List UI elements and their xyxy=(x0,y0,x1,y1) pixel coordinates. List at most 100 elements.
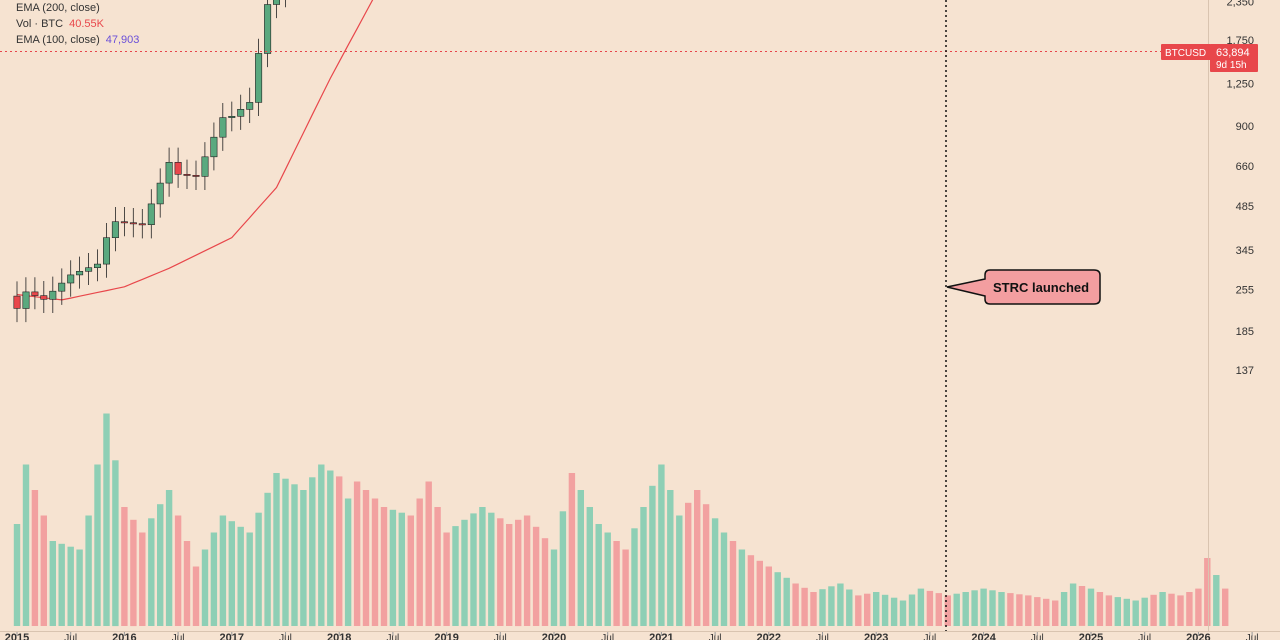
volume-bar xyxy=(291,484,298,626)
volume-bar xyxy=(103,413,110,626)
volume-bar xyxy=(837,583,844,626)
volume-bar xyxy=(738,549,746,626)
volume-bar xyxy=(461,519,468,627)
price-tick-label: 255 xyxy=(1236,284,1254,296)
volume-bar xyxy=(174,515,182,626)
candle-body xyxy=(183,174,191,176)
volume-bar xyxy=(228,521,235,626)
time-tick-label: Jul xyxy=(64,633,77,640)
volume-bar xyxy=(398,512,405,626)
price-tick-label: 485 xyxy=(1236,201,1254,213)
price-tick-label: 660 xyxy=(1236,161,1254,173)
time-tick-label: Jul xyxy=(709,633,722,640)
candle-body xyxy=(94,263,102,269)
volume-bar xyxy=(183,541,191,626)
volume-bar xyxy=(362,490,370,626)
volume-bar xyxy=(550,549,558,626)
volume-bar xyxy=(595,524,602,626)
volume-bar xyxy=(631,528,638,627)
candle-body xyxy=(58,282,66,292)
volume-bar xyxy=(380,507,388,626)
volume-bar xyxy=(425,481,432,626)
volume-bar xyxy=(58,543,65,626)
volume-bar xyxy=(873,592,880,626)
volume-bar xyxy=(148,518,155,626)
time-tick-label: 2026 xyxy=(1186,632,1210,640)
volume-bar xyxy=(112,460,119,627)
volume-bar xyxy=(559,511,567,627)
candle-body xyxy=(219,117,227,138)
volume-bar xyxy=(1186,592,1193,626)
price-tick-label: 345 xyxy=(1236,245,1254,257)
legend-ema200[interactable]: EMA (200, close) xyxy=(16,0,139,16)
volume-bar xyxy=(694,490,701,626)
volume-bar xyxy=(282,478,289,626)
time-axis[interactable]: 2015 Jul 2016 Jul 2017 Jul 2018 Jul 2019 Jul 2020 J… xyxy=(5,632,1280,640)
volume-bar xyxy=(819,589,826,626)
volume-bar xyxy=(729,541,737,626)
volume-bars xyxy=(13,413,1229,627)
volume-bar xyxy=(989,590,996,626)
time-tick-label: 2019 xyxy=(434,632,458,640)
volume-bar xyxy=(577,490,584,626)
legend-ema100[interactable]: EMA (100, close) 47,903 xyxy=(16,32,139,48)
volume-bar xyxy=(604,532,611,626)
volume-bar xyxy=(1204,558,1211,626)
bar-countdown: 9d 15h xyxy=(1216,60,1247,71)
volume-bar xyxy=(353,481,361,626)
candle-body xyxy=(228,116,236,118)
volume-bar xyxy=(881,594,889,626)
price-tag xyxy=(1210,44,1258,72)
volume-bar xyxy=(139,532,146,626)
volume-bar xyxy=(479,507,486,626)
volume-bar xyxy=(443,532,450,626)
price-axis[interactable]: 90,00063,00046,00034,00024,00017,00012,0… xyxy=(1220,0,1254,377)
volume-bar xyxy=(523,515,531,626)
legend-ema200-label: EMA (200, close) xyxy=(16,2,100,14)
volume-bar xyxy=(1016,594,1023,626)
volume-bar xyxy=(416,498,423,626)
candle-body xyxy=(31,291,39,296)
candle-body xyxy=(147,203,155,225)
volume-bar xyxy=(828,586,835,626)
ema200-line xyxy=(16,0,374,301)
candle-body xyxy=(201,156,209,177)
volume-bar xyxy=(506,524,513,626)
volume-bar xyxy=(49,541,56,626)
volume-bar xyxy=(121,507,128,626)
candle-body xyxy=(129,222,137,225)
time-tick-label: Jul xyxy=(816,633,829,640)
volume-bar xyxy=(246,532,253,626)
volume-bar xyxy=(452,526,459,626)
candle-body xyxy=(237,109,245,117)
volume-bar xyxy=(953,593,960,626)
time-tick-label: 2021 xyxy=(649,632,673,640)
volume-bar xyxy=(1043,598,1050,626)
symbol-badge xyxy=(1161,44,1211,60)
volume-bar xyxy=(371,498,379,626)
candle-body xyxy=(165,162,173,184)
volume-bar xyxy=(237,526,244,626)
time-tick-label: Jul xyxy=(494,633,507,640)
time-tick-label: Jul xyxy=(601,633,614,640)
price-tick-label: 900 xyxy=(1236,121,1254,133)
volume-bar xyxy=(130,519,137,627)
volume-bar xyxy=(344,498,352,626)
volume-bar xyxy=(1078,586,1086,626)
time-tick-label: Jul xyxy=(1031,633,1044,640)
volume-bar xyxy=(586,507,593,626)
time-tick-label: Jul xyxy=(924,633,937,640)
volume-bar xyxy=(300,490,307,626)
volume-bar xyxy=(192,566,200,626)
volume-bar xyxy=(541,538,549,626)
volume-bar xyxy=(434,507,441,626)
price-value: 63,894 xyxy=(1216,47,1250,59)
volume-bar xyxy=(649,485,656,627)
candles xyxy=(13,0,286,323)
volume-bar xyxy=(273,473,280,626)
volume-bar xyxy=(774,572,781,626)
candle-body xyxy=(85,267,93,272)
legend-volume[interactable]: Vol · BTC 40.55K xyxy=(16,16,139,32)
